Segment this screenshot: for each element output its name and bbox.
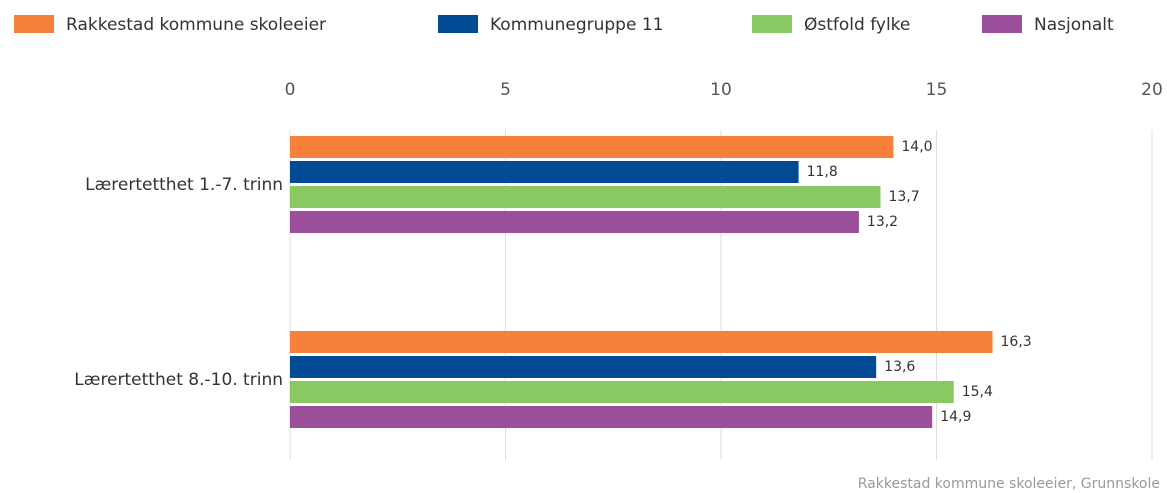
bar — [290, 381, 954, 403]
data-label: 15,4 — [962, 384, 993, 400]
data-label: 13,6 — [884, 359, 915, 375]
data-label: 16,3 — [1001, 334, 1032, 350]
legend-label: Nasjonalt — [1034, 15, 1114, 35]
y-tick-label: Lærertetthet 1.-7. trinn — [85, 175, 283, 195]
data-label: 13,7 — [888, 189, 919, 205]
legend-swatch — [752, 15, 792, 33]
legend-swatch — [14, 15, 54, 33]
bar — [290, 331, 993, 353]
y-tick-label: Lærertetthet 8.-10. trinn — [74, 370, 283, 390]
bar — [290, 186, 881, 208]
data-label: 14,9 — [940, 409, 971, 425]
legend-label: Rakkestad kommune skoleeier — [66, 15, 326, 35]
legend-swatch — [438, 15, 478, 33]
x-tick-label: 5 — [500, 80, 511, 100]
legend-swatch — [982, 15, 1022, 33]
legend-label: Østfold fylke — [804, 15, 910, 35]
x-tick-label: 20 — [1141, 80, 1163, 100]
bar — [290, 211, 859, 233]
bar — [290, 356, 877, 378]
data-label: 13,2 — [867, 214, 898, 230]
legend-label: Kommunegruppe 11 — [490, 15, 663, 35]
x-tick-label: 15 — [926, 80, 948, 100]
x-tick-label: 10 — [710, 80, 732, 100]
bar — [290, 136, 894, 158]
data-label: 11,8 — [807, 164, 838, 180]
bar — [290, 161, 799, 183]
bar — [290, 406, 933, 428]
source-note: Rakkestad kommune skoleeier, Grunnskole — [858, 476, 1160, 492]
x-tick-label: 0 — [285, 80, 296, 100]
data-label: 14,0 — [901, 139, 932, 155]
